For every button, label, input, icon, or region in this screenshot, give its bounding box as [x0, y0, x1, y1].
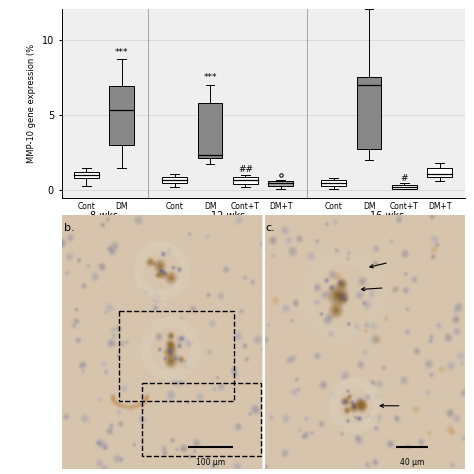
Text: ***: *** [115, 48, 128, 57]
Bar [321, 180, 346, 185]
Text: ***: *** [203, 73, 217, 82]
Text: ##: ## [238, 165, 253, 174]
Text: 16 wks: 16 wks [370, 211, 404, 221]
Bar [198, 103, 222, 158]
Bar [233, 176, 258, 184]
Bar [428, 167, 452, 176]
Text: 100 μm: 100 μm [196, 458, 225, 467]
Bar [142, 383, 261, 456]
Bar [74, 172, 99, 178]
Bar [119, 310, 234, 401]
Text: b.: b. [64, 223, 75, 233]
Text: c.: c. [265, 223, 275, 233]
Text: 40 μm: 40 μm [400, 458, 424, 467]
Bar [268, 181, 293, 185]
Bar [392, 185, 417, 189]
Text: 12 wks: 12 wks [210, 211, 245, 221]
Bar [162, 176, 187, 182]
Text: 8 wks: 8 wks [90, 211, 118, 221]
Y-axis label: MMP-10 gene expression (%: MMP-10 gene expression (% [27, 44, 36, 163]
Bar [357, 77, 382, 149]
Text: #: # [401, 173, 408, 182]
Bar [109, 86, 134, 145]
